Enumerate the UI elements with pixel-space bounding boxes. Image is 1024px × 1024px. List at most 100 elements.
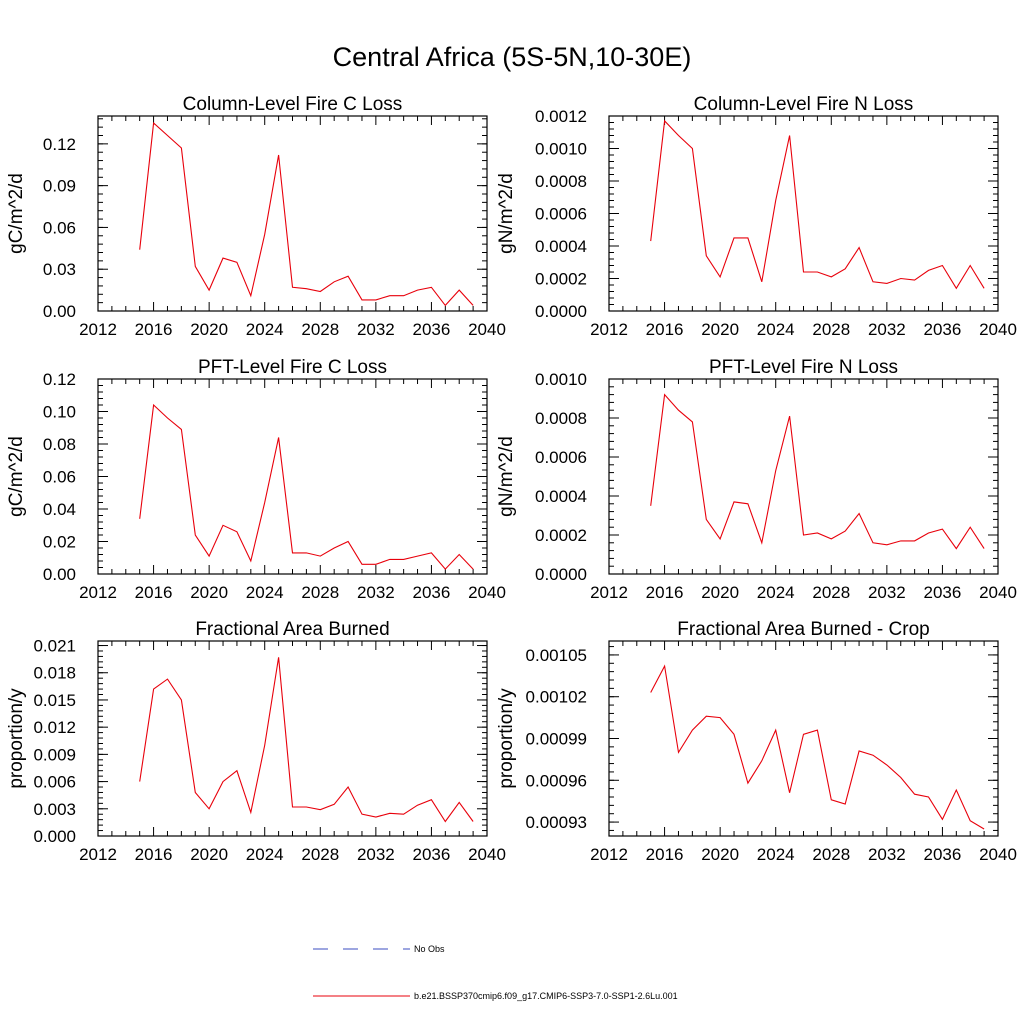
chart-panel-6: Fractional Area Burned - Crop 2012 2016 202…	[496, 619, 1017, 864]
x-tick-label: 2036	[413, 583, 451, 602]
y-tick-label: 0.0012	[535, 107, 587, 126]
x-tick-label: 2020	[190, 320, 228, 339]
y-tick-label: 0.00093	[526, 813, 587, 832]
x-tick-label: 2032	[868, 320, 906, 339]
y-axis-label: gC/m^2/d	[6, 173, 27, 254]
x-tick-label: 2020	[701, 320, 739, 339]
chart-panel-4: PFT-Level Fire N Loss 2012 2016 2020 2024 202…	[496, 357, 1017, 602]
x-tick-label: 2028	[301, 320, 339, 339]
y-tick-label: 0.06	[43, 468, 76, 487]
y-axis-label: gN/m^2/d	[496, 436, 517, 517]
y-tick-label: 0.012	[33, 718, 76, 737]
x-tick-label: 2036	[924, 320, 962, 339]
x-tick-label: 2036	[924, 583, 962, 602]
y-tick-label: 0.06	[43, 218, 76, 237]
chart-panel-5: Fractional Area Burned 2012 2016 2020 2024 20…	[6, 619, 506, 864]
x-tick-label: 2028	[301, 583, 339, 602]
x-tick-label: 2020	[701, 845, 739, 864]
x-tick-label: 2036	[924, 845, 962, 864]
y-tick-label: 0.009	[33, 745, 76, 764]
x-tick-label: 2040	[979, 320, 1017, 339]
x-tick-label: 2012	[590, 845, 628, 864]
x-tick-label: 2024	[246, 583, 284, 602]
y-tick-label: 0.00	[43, 565, 76, 584]
legend: No Obs b.e21.BSSP370cmip6.f09_g17.CMIP6-S…	[313, 944, 678, 1001]
x-tick-label: 2028	[812, 320, 850, 339]
y-tick-label: 0.00096	[526, 771, 587, 790]
x-tick-label: 2012	[79, 320, 117, 339]
y-tick-label: 0.02	[43, 533, 76, 552]
x-tick-label: 2040	[468, 845, 506, 864]
x-tick-label: 2020	[190, 845, 228, 864]
x-tick-label: 2032	[357, 845, 395, 864]
x-tick-label: 2024	[246, 845, 284, 864]
y-tick-label: 0.003	[33, 800, 76, 819]
plot-frame	[608, 378, 999, 575]
y-tick-label: 0.00	[43, 302, 76, 321]
y-tick-label: 0.018	[33, 664, 76, 683]
y-tick-label: 0.0002	[535, 270, 587, 289]
x-tick-label: 2040	[979, 583, 1017, 602]
chart-panel-1: Column-Level Fire C Loss 2012 2016 2020 2024…	[6, 94, 506, 339]
y-tick-label: 0.00102	[526, 688, 587, 707]
legend-label: b.e21.BSSP370cmip6.f09_g17.CMIP6-SSP3-7.…	[414, 991, 678, 1001]
x-tick-label: 2040	[468, 583, 506, 602]
y-tick-label: 0.00099	[526, 730, 587, 749]
y-tick-label: 0.0010	[535, 140, 587, 159]
panel-grid: Column-Level Fire C Loss 2012 2016 2020 2024…	[6, 94, 1017, 864]
y-tick-label: 0.08	[43, 435, 76, 454]
x-tick-label: 2024	[757, 583, 795, 602]
y-tick-label: 0.015	[33, 691, 76, 710]
series-line	[139, 121, 474, 307]
y-tick-label: 0.03	[43, 260, 76, 279]
plot-frame	[608, 640, 999, 837]
figure-title: Central Africa (5S-5N,10-30E)	[333, 42, 692, 72]
x-tick-label: 2024	[757, 320, 795, 339]
series-line	[650, 393, 985, 550]
y-tick-label: 0.00105	[526, 646, 587, 665]
x-tick-label: 2036	[413, 845, 451, 864]
plot-frame	[97, 115, 488, 312]
x-tick-label: 2024	[757, 845, 795, 864]
x-tick-label: 2020	[190, 583, 228, 602]
panel-title: Fractional Area Burned	[195, 619, 389, 640]
x-tick-label: 2032	[357, 320, 395, 339]
x-tick-label: 2012	[590, 320, 628, 339]
y-tick-label: 0.0008	[535, 409, 587, 428]
x-tick-label: 2040	[979, 845, 1017, 864]
x-tick-label: 2012	[590, 583, 628, 602]
series-line	[650, 119, 985, 290]
y-tick-label: 0.10	[43, 403, 76, 422]
y-tick-label: 0.021	[33, 637, 76, 656]
y-tick-label: 0.0004	[535, 487, 587, 506]
y-tick-label: 0.0000	[535, 302, 587, 321]
y-tick-label: 0.000	[33, 827, 76, 846]
y-tick-label: 0.0004	[535, 237, 587, 256]
x-tick-label: 2020	[701, 583, 739, 602]
series-line	[650, 664, 985, 830]
x-tick-label: 2032	[868, 583, 906, 602]
series-line	[139, 403, 474, 570]
x-tick-label: 2016	[646, 320, 684, 339]
y-tick-label: 0.12	[43, 370, 76, 389]
y-tick-label: 0.0006	[535, 205, 587, 224]
y-axis-label: proportion/y	[6, 688, 27, 789]
x-tick-label: 2028	[812, 583, 850, 602]
y-tick-label: 0.0010	[535, 370, 587, 389]
x-tick-label: 2016	[135, 583, 173, 602]
y-tick-label: 0.12	[43, 135, 76, 154]
x-tick-label: 2036	[413, 320, 451, 339]
x-tick-label: 2032	[357, 583, 395, 602]
y-axis-label: proportion/y	[496, 688, 517, 789]
y-tick-label: 0.0000	[535, 565, 587, 584]
x-tick-label: 2032	[868, 845, 906, 864]
x-tick-label: 2028	[812, 845, 850, 864]
x-tick-label: 2016	[646, 845, 684, 864]
x-tick-label: 2024	[246, 320, 284, 339]
chart-panel-3: PFT-Level Fire C Loss 2012 2016 2020 2024 202…	[6, 357, 506, 602]
x-tick-label: 2012	[79, 845, 117, 864]
y-axis-label: gC/m^2/d	[6, 436, 27, 517]
y-tick-label: 0.09	[43, 177, 76, 196]
panel-title: Fractional Area Burned - Crop	[677, 619, 929, 640]
